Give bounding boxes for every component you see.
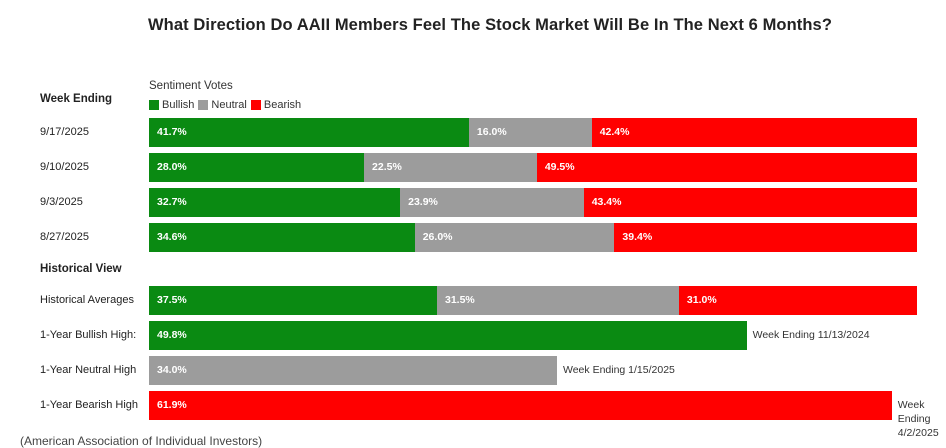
bar-value-label: 39.4%: [622, 231, 653, 243]
row-label: 9/3/2025: [40, 196, 83, 208]
bar-value-label: 26.0%: [422, 231, 453, 243]
legend-swatch-bearish: [250, 100, 261, 110]
bar-neutral: [437, 286, 679, 315]
bar-value-label: 49.5%: [544, 161, 575, 173]
legend-swatch-neutral: [198, 100, 209, 110]
bar-value-label: 31.5%: [445, 294, 475, 306]
bar-value-label: 49.8%: [157, 329, 187, 341]
bar-neutral: [364, 153, 537, 182]
bar-note: Week Ending 1/15/2025: [563, 364, 675, 376]
bar-neutral: [414, 223, 615, 252]
legend-label-bullish: Bullish: [162, 99, 195, 111]
bar-value-label: 31.0%: [686, 294, 717, 306]
chart-title: What Direction Do AAII Members Feel The …: [147, 16, 833, 34]
bar-value-label: 23.9%: [408, 196, 438, 208]
legend-item-bearish: Bearish: [250, 99, 302, 111]
bar-bullish: [149, 153, 365, 182]
row-label: Historical Averages: [40, 294, 134, 306]
row-label: 8/27/2025: [40, 231, 89, 243]
bar-value-label: 42.4%: [599, 126, 630, 138]
bar-note: Week Ending 11/13/2024: [752, 329, 870, 341]
bar-bullish: [149, 321, 747, 350]
bar-bullish: [149, 286, 437, 315]
row-label: 9/10/2025: [40, 161, 89, 173]
bar-bullish: [149, 223, 415, 252]
legend-label-neutral: Neutral: [211, 99, 247, 111]
bar-bearish: [591, 118, 917, 147]
legend-label-bearish: Bearish: [263, 99, 302, 111]
bar-value-label: 61.9%: [157, 399, 187, 411]
bar-value-label: 37.5%: [157, 294, 187, 306]
row-label: 1-Year Neutral High: [40, 364, 137, 376]
bar-bearish: [583, 188, 917, 217]
bar-value-label: 34.0%: [157, 364, 187, 376]
legend-swatch-bullish: [149, 100, 159, 110]
legend-item-bullish: Bullish: [149, 99, 194, 111]
row-label: 9/17/2025: [40, 126, 89, 138]
bar-value-label: 22.5%: [372, 161, 402, 173]
row-label: 1-Year Bearish High: [40, 399, 139, 411]
source-caption: (American Association of Individual Inve…: [20, 434, 263, 448]
section-label: Historical View: [40, 263, 122, 275]
bar-bearish: [149, 391, 892, 420]
bar-neutral: [400, 188, 584, 217]
bar-bearish: [678, 286, 917, 315]
bar-bearish: [536, 153, 917, 182]
bar-value-label: 16.0%: [476, 126, 507, 138]
legend-item-neutral: Neutral: [198, 99, 247, 111]
legend: Bullish Neutral Bearish: [149, 99, 305, 111]
bar-neutral: [468, 118, 592, 147]
bar-value-label: 43.4%: [591, 196, 622, 208]
bar-value-label: 34.6%: [157, 231, 187, 243]
chart-frame: What Direction Do AAII Members Feel The …: [40, 16, 939, 439]
bar-bearish: [614, 223, 917, 252]
row-label: 1-Year Bullish High:: [40, 329, 137, 341]
bar-neutral: [149, 356, 557, 385]
bar-value-label: 28.0%: [157, 161, 187, 173]
bar-bullish: [149, 118, 469, 147]
bar-bullish: [149, 188, 401, 217]
bar-value-label: 32.7%: [157, 196, 187, 208]
bar-note: Week Ending 4/2/2025: [897, 399, 939, 439]
legend-title: Sentiment Votes: [149, 80, 233, 92]
bar-value-label: 41.7%: [157, 126, 187, 138]
section-label: Week Ending: [40, 93, 112, 105]
